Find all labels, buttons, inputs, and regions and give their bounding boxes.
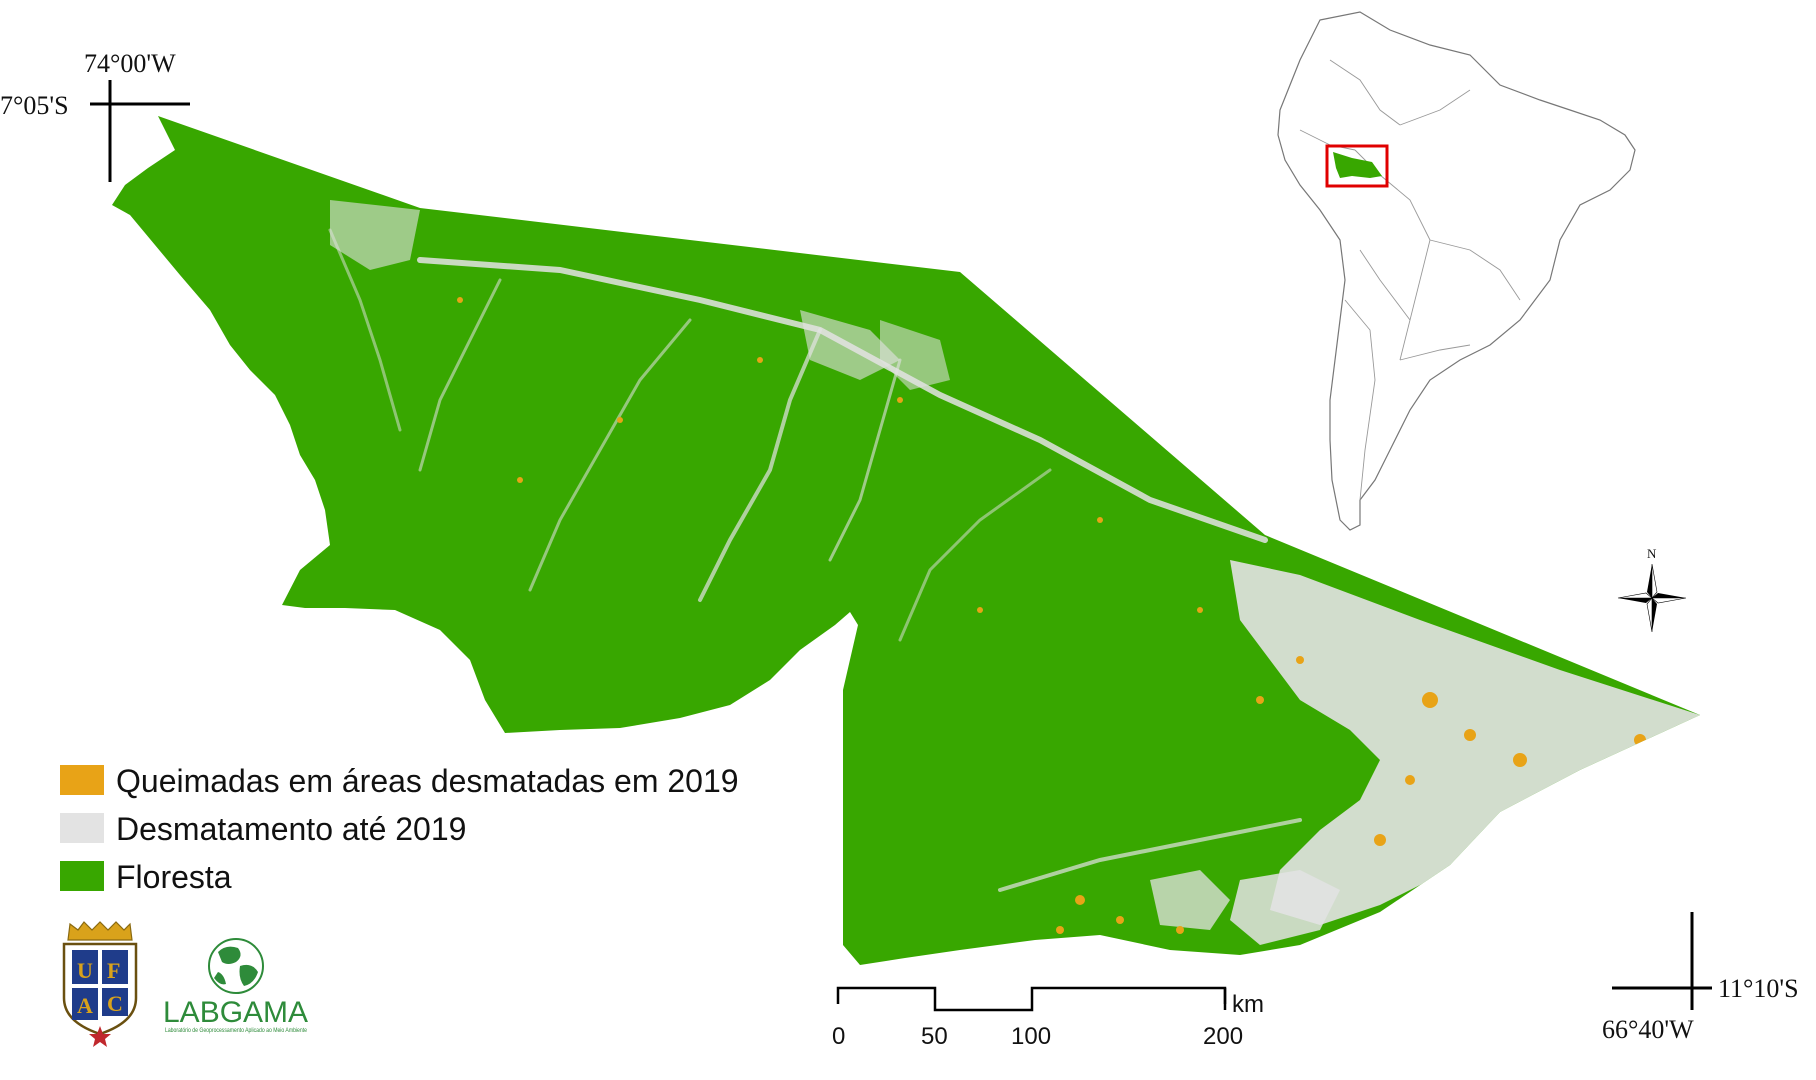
legend-swatch-fires	[60, 765, 104, 795]
ufac-letter-a: A	[77, 993, 93, 1018]
acre-map	[112, 116, 1700, 965]
legend-swatch-forest	[60, 861, 104, 891]
labgama-logo: LABGAMA Laboratório de Geoprocessamento …	[163, 938, 308, 1034]
ufac-logo: U F A C	[62, 921, 138, 1047]
legend-swatch-deforestation	[60, 813, 104, 843]
ufac-letter-c: C	[107, 991, 123, 1016]
graticule-bottom-right: 11°10'S 66°40'W	[1602, 912, 1799, 1044]
labgama-wordmark: LABGAMA	[163, 996, 308, 1029]
inset-south-america	[1277, 11, 1636, 531]
scale-tick-200: 200	[1203, 1023, 1243, 1050]
legend-label-fires: Queimadas em áreas desmatadas em 2019	[116, 763, 739, 799]
scale-tick-0: 0	[832, 1023, 845, 1050]
north-arrow: N	[1617, 546, 1687, 633]
ufac-letter-f: F	[107, 958, 120, 983]
country-borders	[1299, 59, 1521, 501]
globe-icon	[208, 938, 264, 994]
scale-tick-100: 100	[1011, 1023, 1051, 1050]
legend-label-deforestation: Desmatamento até 2019	[116, 811, 466, 847]
top-left-longitude: 74°00'W	[84, 49, 176, 78]
ufac-star-icon	[89, 1026, 111, 1047]
forest-area	[112, 116, 1700, 965]
deforestation-areas	[330, 200, 1700, 945]
legend: Queimadas em áreas desmatadas em 2019 De…	[60, 763, 739, 895]
graticule-top-left: 74°00'W 7°05'S	[0, 49, 190, 182]
bottom-right-longitude: 66°40'W	[1602, 1015, 1694, 1044]
scale-bar	[836, 986, 1227, 1012]
scale-unit: km	[1232, 991, 1264, 1018]
scale-tick-50: 50	[921, 1023, 948, 1050]
acre-inset-shape	[1333, 152, 1382, 178]
bottom-right-latitude: 11°10'S	[1718, 974, 1799, 1003]
top-left-latitude: 7°05'S	[0, 91, 69, 120]
south-america-outline	[1277, 11, 1636, 531]
labgama-subtitle: Laboratório de Geoprocessamento Aplicado…	[165, 1028, 308, 1034]
legend-label-forest: Floresta	[116, 859, 232, 895]
ufac-letter-u: U	[77, 958, 93, 983]
north-label: N	[1647, 546, 1657, 561]
deforestation-corridors	[328, 228, 1302, 892]
acre-highlight-box	[1325, 144, 1389, 188]
